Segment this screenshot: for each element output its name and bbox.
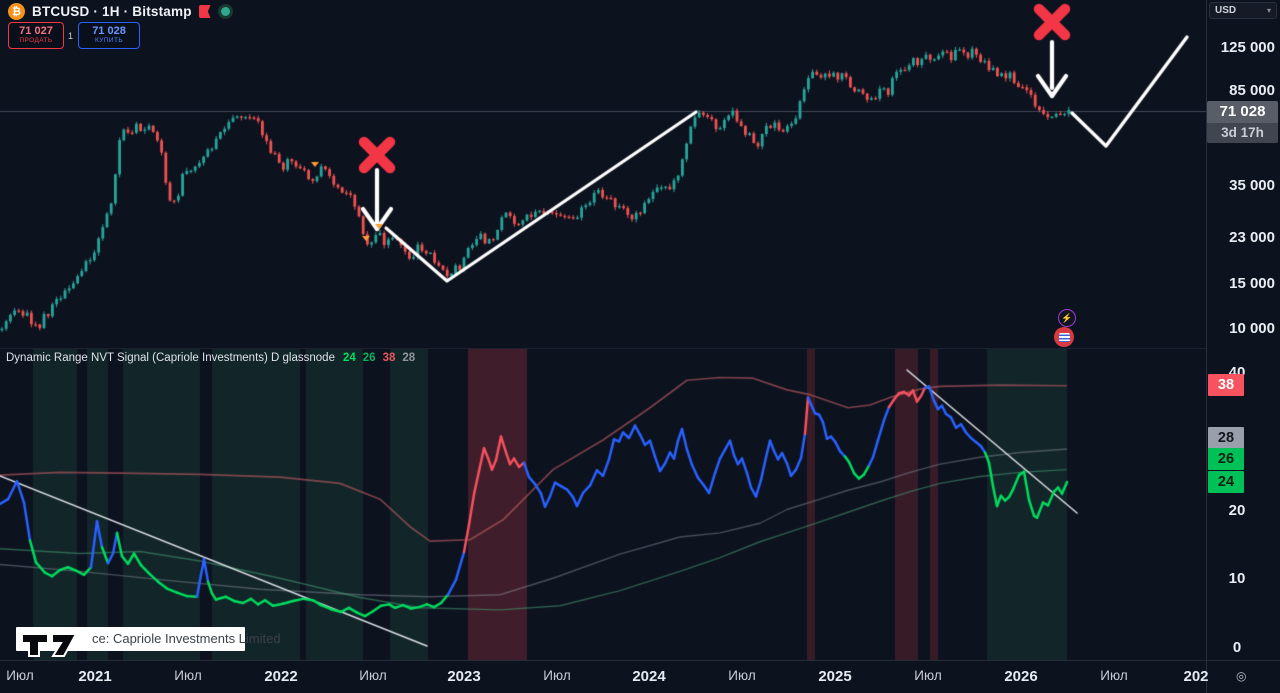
tradingview-logo — [21, 633, 78, 657]
symbol-title[interactable]: BTCUSD · 1H · Bitstamp — [32, 4, 192, 19]
indicator-value: 24 — [342, 352, 356, 364]
indicator-axis-label: 10 — [1228, 570, 1246, 588]
last-price-badge: 71 028 3d 17h — [1207, 101, 1278, 143]
time-axis-label: 2023 — [447, 668, 481, 685]
flag-icon[interactable] — [198, 5, 211, 18]
time-axis-label: 2022 — [264, 668, 298, 685]
chevron-down-icon: ▾ — [1266, 6, 1271, 15]
market-status-icon[interactable] — [217, 4, 233, 19]
nvt-indicator-pane[interactable] — [0, 349, 1206, 660]
flag-stripes-icon — [1058, 332, 1070, 342]
time-axis-separator — [0, 660, 1280, 661]
price-axis-label: 10 000 — [1229, 320, 1275, 337]
indicator-axis-label: 0 — [1232, 639, 1242, 656]
symbol-header: ₿ BTCUSD · 1H · Bitstamp — [8, 3, 233, 20]
bar-countdown: 3d 17h — [1207, 123, 1278, 143]
price-scale[interactable]: USD ▾ 71 028 3d 17h 125 000 85 000 35 000 2… — [1207, 0, 1280, 660]
time-axis-label: Июл — [6, 668, 34, 683]
spread-value: 1 — [68, 30, 74, 41]
indicator-value: 38 — [382, 352, 396, 364]
price-axis-label: 15 000 — [1229, 275, 1275, 292]
indicator-axis-label: 20 — [1228, 501, 1246, 519]
indicator-value-badge: 28 — [1208, 427, 1244, 449]
time-axis-label: Июл — [359, 668, 387, 683]
lightning-idea-icon[interactable]: ⚡ — [1058, 309, 1076, 327]
buy-label: КУПИТЬ — [95, 36, 123, 44]
pane-separator[interactable] — [0, 348, 1206, 349]
time-axis-label: Июл — [174, 668, 202, 683]
time-axis-label: Июл — [543, 668, 571, 683]
indicator-value: 26 — [362, 352, 376, 364]
indicator-legend: Dynamic Range NVT Signal (Capriole Inves… — [6, 352, 415, 364]
time-scale[interactable]: ◎ Июл 2021 Июл 2022 Июл 2023 Июл 2024 Июл 2025 Июл… — [0, 661, 1280, 693]
price-scale-separator — [1206, 0, 1207, 693]
time-axis-label: 2021 — [78, 668, 112, 685]
chart-bubble-icon[interactable] — [1054, 327, 1074, 347]
time-axis-label: 2024 — [632, 668, 666, 685]
buy-button[interactable]: 71 028 КУПИТЬ — [78, 22, 141, 49]
sell-price: 71 027 — [19, 25, 53, 38]
sell-button[interactable]: 71 027 ПРОДАТЬ — [8, 22, 64, 49]
timezone-settings-icon[interactable]: ◎ — [1236, 669, 1247, 683]
indicator-title[interactable]: Dynamic Range NVT Signal (Capriole Inves… — [6, 352, 335, 364]
source-watermark: ce: Capriole Investments Limited — [16, 627, 281, 651]
currency-selector[interactable]: USD ▾ — [1209, 2, 1277, 19]
currency-label: USD — [1215, 5, 1237, 16]
indicator-value-badge: 24 — [1208, 471, 1244, 493]
price-axis-label: 85 000 — [1229, 82, 1275, 99]
price-chart-pane[interactable] — [0, 0, 1206, 349]
price-axis-label: 23 000 — [1229, 229, 1275, 246]
indicator-value-badge: 26 — [1208, 448, 1244, 470]
time-axis-label: 2026 — [1004, 668, 1038, 685]
price-axis-label: 125 000 — [1220, 39, 1275, 56]
order-panel: 71 027 ПРОДАТЬ 1 71 028 КУПИТЬ — [8, 22, 141, 49]
price-axis-label: 35 000 — [1229, 177, 1275, 194]
buy-price: 71 028 — [92, 25, 126, 38]
indicator-values: 24 26 38 28 — [343, 352, 415, 364]
time-axis-label: 202 — [1183, 668, 1209, 685]
last-price-value: 71 028 — [1207, 101, 1278, 123]
time-axis-label: Июл — [728, 668, 756, 683]
time-axis-label: Июл — [914, 668, 942, 683]
watermark-text: ce: Capriole Investments Limited — [92, 631, 281, 646]
sell-label: ПРОДАТЬ — [19, 36, 53, 44]
indicator-value-badge: 38 — [1208, 373, 1244, 396]
time-axis-label: 2025 — [818, 668, 852, 685]
indicator-value: 28 — [402, 352, 416, 364]
bitcoin-icon: ₿ — [8, 3, 25, 20]
time-axis-label: Июл — [1100, 668, 1128, 683]
